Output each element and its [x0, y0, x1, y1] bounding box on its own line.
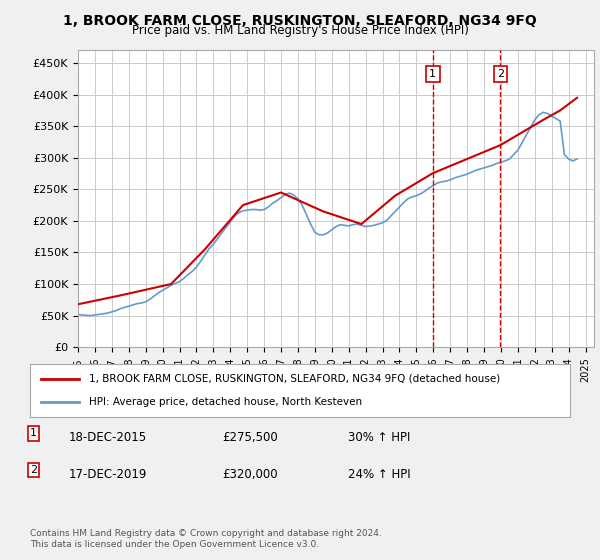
Text: 1, BROOK FARM CLOSE, RUSKINGTON, SLEAFORD, NG34 9FQ: 1, BROOK FARM CLOSE, RUSKINGTON, SLEAFOR… — [63, 14, 537, 28]
Text: £275,500: £275,500 — [222, 431, 278, 444]
Text: 30% ↑ HPI: 30% ↑ HPI — [348, 431, 410, 444]
Text: 1: 1 — [30, 428, 37, 438]
Text: HPI: Average price, detached house, North Kesteven: HPI: Average price, detached house, Nort… — [89, 397, 362, 407]
Text: 18-DEC-2015: 18-DEC-2015 — [69, 431, 147, 444]
Text: 2: 2 — [30, 465, 37, 475]
Text: 1: 1 — [429, 69, 436, 79]
Text: 1, BROOK FARM CLOSE, RUSKINGTON, SLEAFORD, NG34 9FQ (detached house): 1, BROOK FARM CLOSE, RUSKINGTON, SLEAFOR… — [89, 374, 500, 384]
Text: 24% ↑ HPI: 24% ↑ HPI — [348, 468, 410, 480]
Text: 2: 2 — [497, 69, 504, 79]
Text: Contains HM Land Registry data © Crown copyright and database right 2024.
This d: Contains HM Land Registry data © Crown c… — [30, 529, 382, 549]
Text: Price paid vs. HM Land Registry's House Price Index (HPI): Price paid vs. HM Land Registry's House … — [131, 24, 469, 36]
Text: 17-DEC-2019: 17-DEC-2019 — [69, 468, 148, 480]
Text: £320,000: £320,000 — [222, 468, 278, 480]
